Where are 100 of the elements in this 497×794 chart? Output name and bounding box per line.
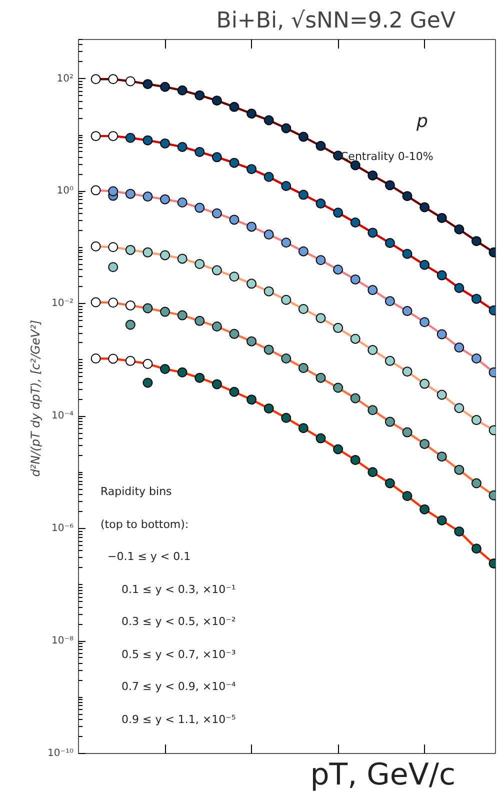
point: [90, 297, 101, 308]
point: [246, 278, 257, 289]
point: [125, 320, 136, 330]
point: [402, 306, 412, 316]
point: [142, 135, 153, 146]
point: [264, 115, 274, 126]
point: [384, 478, 395, 488]
point: [90, 185, 101, 196]
point: [471, 415, 482, 426]
point: [316, 313, 326, 324]
annotation: 0.5 ≤ y < 0.7, ×10⁻³: [122, 648, 236, 661]
point: [402, 366, 412, 377]
point: [212, 96, 222, 106]
point: [471, 236, 482, 246]
point: [90, 74, 101, 84]
point: [436, 212, 447, 223]
point: [264, 344, 274, 355]
point: [454, 283, 464, 294]
point: [454, 224, 464, 234]
point: [125, 76, 136, 86]
point: [142, 192, 153, 202]
point: [350, 393, 360, 404]
point: [384, 180, 395, 190]
point: [454, 526, 464, 536]
point: [142, 247, 153, 258]
point: [420, 438, 430, 449]
point: [436, 329, 447, 340]
point: [384, 296, 395, 306]
point: [229, 102, 240, 112]
y-tick-label: 10⁰: [56, 186, 74, 197]
point: [229, 272, 240, 282]
point: [454, 403, 464, 414]
chart-title: Bi+Bi, √sNN=9.2 GeV: [216, 8, 456, 34]
y-tick-label: 10⁻⁶: [51, 523, 74, 534]
annotation: 0.9 ≤ y < 1.1, ×10⁻⁵: [122, 713, 236, 726]
annotation: 0.3 ≤ y < 0.5, ×10⁻²: [122, 615, 236, 628]
point: [194, 316, 205, 326]
point: [125, 356, 136, 366]
point: [125, 244, 136, 255]
point: [160, 306, 170, 317]
point: [212, 379, 222, 390]
point: [350, 218, 360, 228]
annotation: p: [416, 111, 428, 132]
x-axis-title: pT, GeV/c: [310, 758, 456, 792]
point: [333, 264, 344, 275]
point: [281, 238, 292, 248]
point: [160, 82, 170, 92]
point: [298, 190, 308, 200]
point: [90, 354, 101, 364]
point: [368, 467, 378, 478]
point: [246, 164, 257, 174]
point: [108, 298, 118, 308]
point: [229, 328, 240, 339]
point: [436, 452, 447, 462]
point: [281, 294, 292, 305]
point: [420, 317, 430, 328]
point: [402, 191, 412, 202]
point: [420, 504, 430, 514]
point: [368, 285, 378, 296]
point: [212, 265, 222, 276]
point: [436, 270, 447, 280]
point: [298, 246, 308, 256]
point: [368, 345, 378, 356]
annotation: Rapidity bins: [100, 485, 172, 498]
point: [177, 310, 188, 320]
point: [108, 354, 118, 364]
point: [436, 515, 447, 526]
point: [108, 131, 118, 142]
point: [316, 198, 326, 209]
point: [471, 354, 482, 364]
point: [212, 322, 222, 332]
point: [212, 152, 222, 162]
point: [264, 230, 274, 240]
point: [420, 202, 430, 212]
point: [316, 372, 326, 383]
point: [177, 142, 188, 152]
point: [177, 198, 188, 208]
point: [212, 208, 222, 218]
annotation: (top to bottom):: [100, 518, 189, 531]
point: [281, 181, 292, 191]
point: [229, 214, 240, 225]
point: [125, 132, 136, 143]
point: [420, 378, 430, 389]
point: [194, 90, 205, 100]
annotation: 0.1 ≤ y < 0.3, ×10⁻¹: [122, 583, 236, 596]
point: [316, 433, 326, 444]
point: [384, 416, 395, 427]
point: [160, 364, 170, 374]
point: [194, 146, 205, 157]
y-tick-label: 10⁻⁴: [51, 410, 74, 422]
point: [420, 260, 430, 270]
point: [142, 378, 153, 388]
annotation: −0.1 ≤ y < 0.1: [108, 550, 191, 563]
point: [142, 303, 153, 314]
point: [246, 336, 257, 346]
point: [454, 464, 464, 475]
point: [229, 158, 240, 168]
point: [316, 255, 326, 266]
point: [108, 186, 118, 196]
point: [160, 138, 170, 148]
